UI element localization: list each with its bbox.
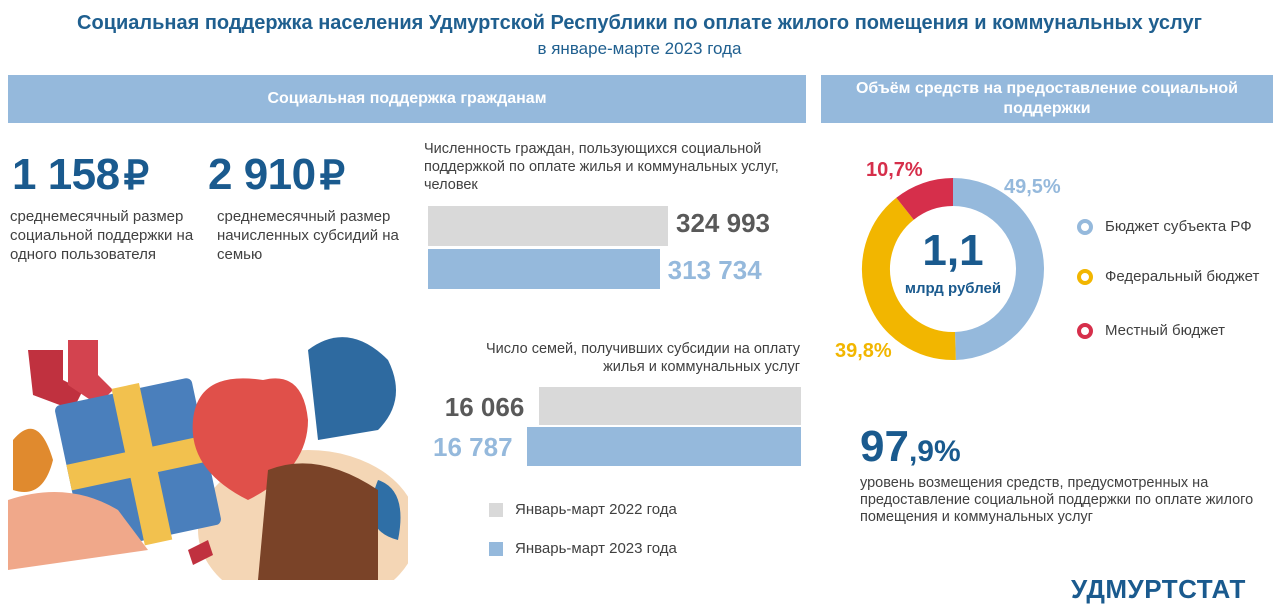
kpi-average-subsidy: 2 910 ₽ — [208, 150, 345, 200]
chart-families-title: Число семей, получивших субсидии на опла… — [485, 341, 800, 375]
donut-label-local: 10,7% — [866, 159, 923, 181]
reimbursement-desc: уровень возмещения средств, предусмотрен… — [860, 475, 1254, 525]
chart-citizens-bar-2023 — [428, 249, 660, 289]
legend-ring-regional-icon — [1077, 219, 1093, 235]
legend-ring-federal-icon — [1077, 269, 1093, 285]
section-header-support: Социальная поддержка гражданам — [8, 75, 806, 123]
chart-citizens-bar-2022 — [428, 206, 668, 246]
donut-slice-local — [896, 178, 954, 221]
chart-families-bar-2022 — [538, 387, 801, 425]
legend-label-2022: Январь-март 2022 года — [515, 501, 677, 518]
chart-families-bar-2023 — [527, 427, 801, 466]
page-title: Социальная поддержка населения Удмуртско… — [77, 12, 1202, 34]
sock-icon — [68, 340, 113, 405]
reimbursement-value-frac: ,9% — [908, 435, 961, 468]
donut-center-unit: млрд рублей — [904, 280, 1002, 297]
reimbursement-value: 97,9% — [860, 422, 961, 472]
leaf-icon — [371, 480, 401, 540]
kpi-average-support-desc: среднемесячный размер социальной поддерж… — [10, 208, 194, 263]
jar-icon — [308, 337, 396, 440]
legend-label-regional: Бюджет субъекта РФ — [1105, 218, 1252, 235]
legend-swatch-2022 — [489, 503, 503, 517]
donut-label-regional: 49,5% — [1004, 176, 1061, 198]
logo-udmurtstat: УДМУРТСТАТ — [1071, 574, 1246, 604]
legend-swatch-2023 — [489, 542, 503, 556]
chart-citizens-label-2022: 324 993 — [676, 208, 770, 238]
chart-funds-donut — [862, 178, 1044, 360]
section-header-funds: Объём средств на предоставление социальн… — [821, 75, 1273, 123]
sock-icon — [28, 350, 83, 410]
chart-citizens-title: Численность граждан, пользующихся социал… — [424, 141, 779, 193]
donut-center-value: 1,1 — [922, 226, 984, 275]
hand-icon — [8, 492, 148, 570]
reimbursement-value-int: 97 — [860, 422, 909, 471]
kpi-average-subsidy-value: 2 910 — [208, 150, 316, 199]
chart-families-label-2022: 16 066 — [444, 392, 525, 422]
chart-families-label-2023: 16 787 — [433, 432, 513, 462]
ruble-icon: ₽ — [123, 154, 149, 198]
candy-icon — [188, 540, 213, 565]
ribbon-icon — [66, 435, 209, 491]
kpi-average-support-value: 1 158 — [12, 150, 120, 199]
hand-icon — [258, 463, 378, 580]
donut-slice-federal — [862, 197, 956, 360]
leaf-icon — [13, 428, 53, 492]
legend-ring-local-icon — [1077, 323, 1093, 339]
legend-label-federal: Федеральный бюджет — [1105, 268, 1260, 285]
illustration-gifts — [8, 337, 408, 580]
kpi-average-subsidy-desc: среднемесячный размер начисленных субсид… — [217, 208, 399, 263]
donut-label-federal: 39,8% — [835, 340, 892, 362]
donut-slice-regional — [952, 178, 1044, 360]
kpi-average-support: 1 158 ₽ — [12, 150, 149, 200]
legend-label-local: Местный бюджет — [1105, 322, 1225, 339]
chart-citizens-label-2023: 313 734 — [667, 255, 762, 285]
legend-label-2023: Январь-март 2023 года — [515, 540, 677, 557]
ruble-icon: ₽ — [319, 154, 345, 198]
page-subtitle: в январе-марте 2023 года — [537, 39, 742, 58]
